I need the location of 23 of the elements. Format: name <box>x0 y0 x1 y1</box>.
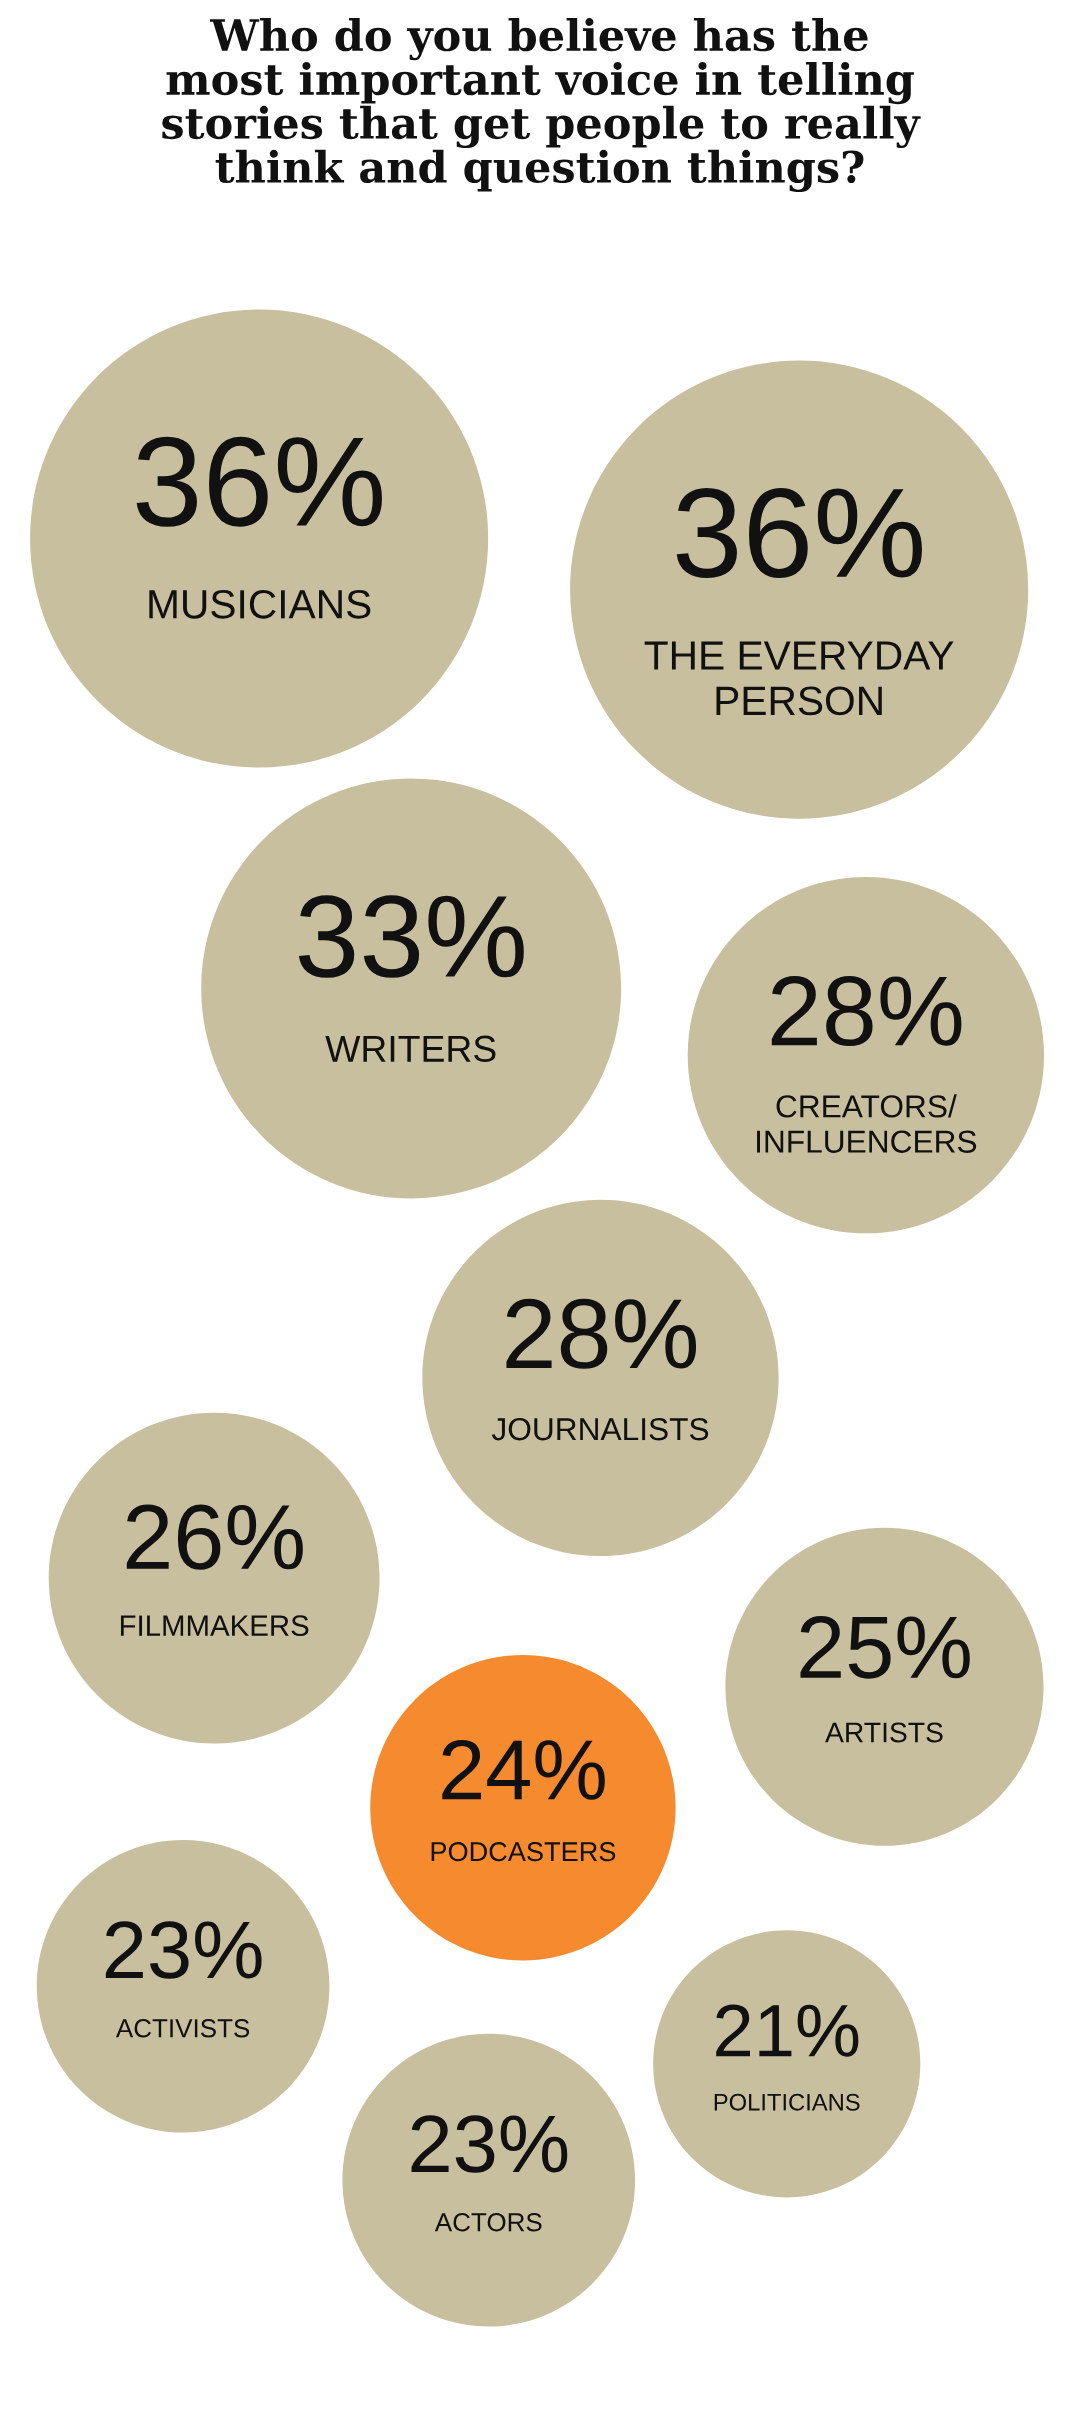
data-label: 36% <box>676 487 922 578</box>
category-label: FILMMAKERS <box>120 1615 309 1637</box>
data-label: 28% <box>506 1298 697 1369</box>
category-label: ACTORS <box>434 2213 542 2232</box>
category-label: JOURNALISTS <box>491 1417 709 1441</box>
category-label: WRITERS <box>325 1035 496 1063</box>
data-label: 28% <box>771 976 962 1047</box>
category-label: CREATORS/ INFLUENCERS <box>757 1094 977 1153</box>
data-label: 36% <box>136 436 382 527</box>
category-label: PODCASTERS <box>431 1842 616 1862</box>
category-label: ACTIVISTS <box>115 2019 250 2038</box>
category-label: POLITICIANS <box>714 2093 860 2111</box>
data-label: 24% <box>442 1739 605 1800</box>
data-label: 23% <box>105 1921 262 1979</box>
data-label: 21% <box>716 2004 859 2057</box>
data-label: 23% <box>411 2115 568 2173</box>
text: Who do you believe has the most important voice in telling stories that get people to really think and question things? <box>162 18 921 193</box>
category-label: THE EVERYDAY PERSON <box>644 641 954 716</box>
category-label: ARTISTS <box>825 1722 943 1743</box>
category-label: MUSICIANS <box>149 589 371 619</box>
data-label: 33% <box>298 895 524 978</box>
data-label: 25% <box>800 1616 970 1679</box>
data-label: 26% <box>126 1504 303 1570</box>
